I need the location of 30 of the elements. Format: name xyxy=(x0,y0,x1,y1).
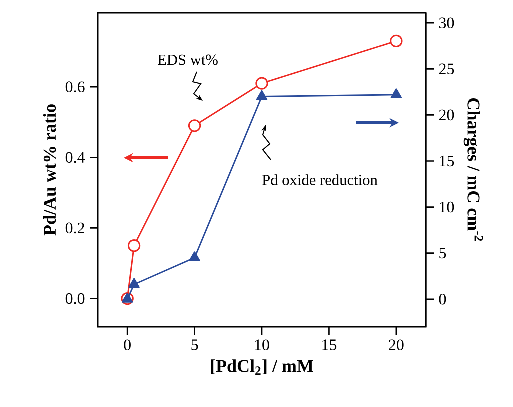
point xyxy=(390,88,402,98)
x-tick-label: 0 xyxy=(124,340,131,350)
point xyxy=(256,90,268,100)
point xyxy=(188,120,202,132)
y2-axis-title: Charges / mC cm$^{-2}$ xyxy=(464,98,484,242)
y2-tick-label: 30 xyxy=(439,18,454,29)
point xyxy=(122,293,134,303)
y2-tick-label: 0 xyxy=(439,294,446,305)
y-tick-label: 0.2 xyxy=(66,222,84,234)
point xyxy=(390,34,403,48)
y2-tick-label: 25 xyxy=(439,64,454,75)
y2-tick-label: 5 xyxy=(440,248,446,259)
y-tick-label: 0.6 xyxy=(66,82,85,93)
y-tick-label: 0.4 xyxy=(66,152,86,164)
y2-tick-label: 15 xyxy=(440,156,454,167)
point xyxy=(128,278,140,288)
y2-tick-label: 20 xyxy=(439,110,454,121)
point xyxy=(128,240,141,252)
point xyxy=(256,77,268,90)
y-axis-title: Pd/Au wt% ratio xyxy=(43,104,56,236)
x-tick-label: 20 xyxy=(389,340,404,350)
y2-tick-label: 10 xyxy=(440,202,454,213)
annotation: Pd oxide reduction xyxy=(262,174,378,186)
point xyxy=(189,252,200,262)
x-tick-label: 5 xyxy=(192,340,198,350)
x-axis-title: [PdCl$_{2}$] / mM xyxy=(211,360,314,376)
annotation: EDS wt% xyxy=(158,54,218,66)
y-tick-label: 0.0 xyxy=(66,293,85,304)
x-tick-label: 10 xyxy=(255,340,270,350)
x-tick-label: 15 xyxy=(322,340,337,350)
